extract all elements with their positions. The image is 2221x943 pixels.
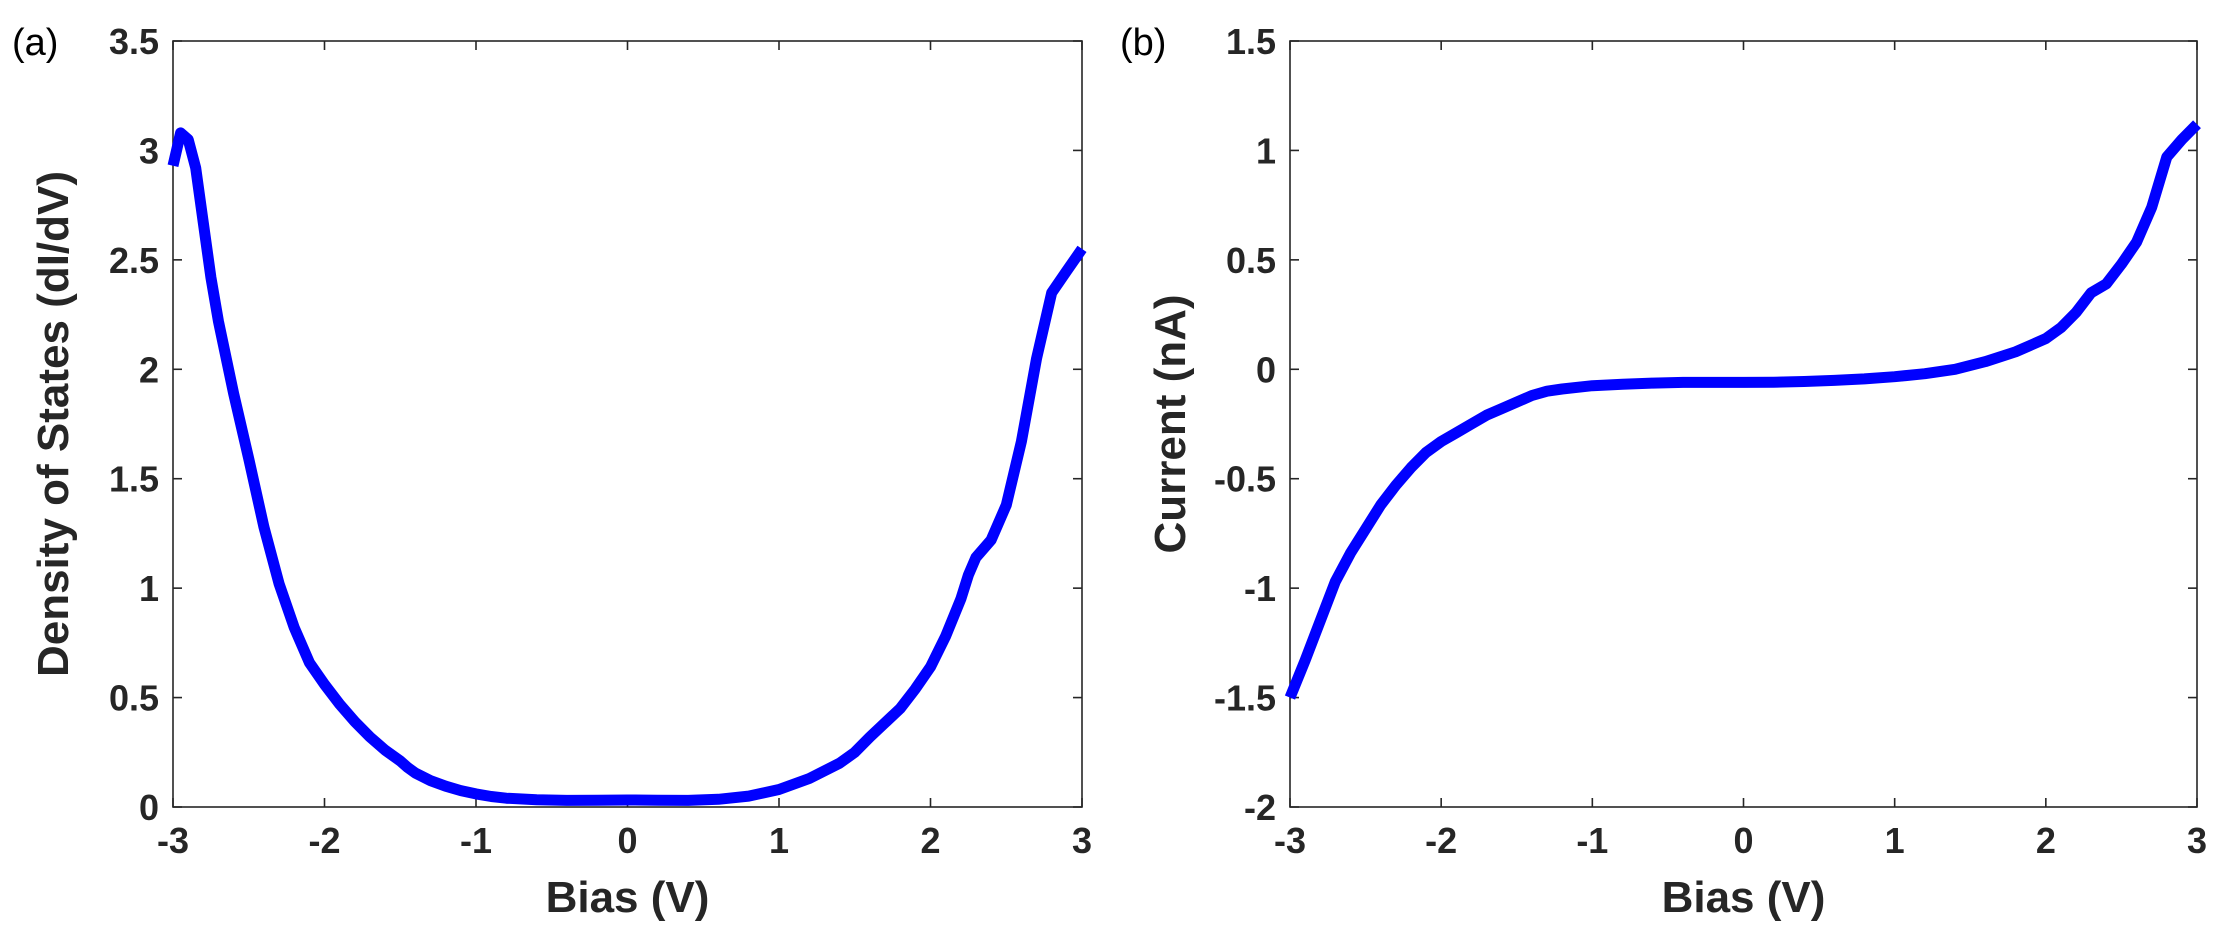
panel-b-y-tick-label: -0.5	[1214, 459, 1276, 500]
panel-b-y-tick-label: -2	[1244, 787, 1276, 828]
panel-b-y-tick-label: 0	[1256, 349, 1276, 390]
panel-a-x-tick-label: -3	[157, 820, 189, 861]
panel-a-y-tick-label: 3	[139, 130, 159, 171]
panel-a-chart: -3 -2 -1 0 1 2 3 0 0.5 1 1.5 2 2.5 3 3.5 Bias (V) Densit…	[12, 21, 1092, 922]
panel-b-x-tick-label: -3	[1274, 820, 1306, 861]
panel-a-x-axis-title: Bias (V)	[546, 873, 710, 922]
panel-a-x-tick-label: -1	[460, 820, 492, 861]
panel-b-y-tick-label: 1	[1256, 130, 1276, 171]
panel-b-y-tick-label: -1	[1244, 568, 1276, 609]
panel-b-x-tick-label: 3	[2187, 820, 2207, 861]
panel-a-y-tick-label: 3.5	[109, 21, 159, 62]
panel-b-y-tick-label: 1.5	[1226, 21, 1276, 62]
panel-b-x-tick-label: -2	[1425, 820, 1457, 861]
panel-a-series-line	[167, 127, 1087, 806]
panel-b-x-axis-title: Bias (V)	[1662, 873, 1826, 922]
panel-a-plot-frame	[172, 40, 1083, 808]
panel-a-y-tick-label: 2	[139, 349, 159, 390]
panel-b-x-tick-label: 1	[1885, 820, 1905, 861]
panel-a-x-tick-label: -2	[308, 820, 340, 861]
panel-a-x-tick-label: 3	[1072, 820, 1092, 861]
panel-b-y-tick-label: 0.5	[1226, 240, 1276, 281]
panel-a-y-tick-label: 0.5	[109, 678, 159, 719]
panel-a-y-tick-label: 1.5	[109, 459, 159, 500]
panel-a-y-tick-label: 0	[139, 787, 159, 828]
panel-b-y-axis-title: Current (nA)	[1146, 294, 1195, 553]
panel-b-series-line	[1284, 120, 2201, 700]
panel-a-x-tick-label: 0	[617, 820, 637, 861]
panel-a-y-axis-title: Density of States (dI/dV)	[29, 171, 78, 677]
panel-b-panel-label: (b)	[1120, 22, 1166, 64]
panel-a-x-tick-label: 1	[769, 820, 789, 861]
panel-a-y-tick-label: 1	[139, 568, 159, 609]
panel-a-panel-label: (a)	[12, 22, 58, 64]
panel-b-x-tick-label: 0	[1733, 820, 1753, 861]
panel-a-y-tick-label: 2.5	[109, 240, 159, 281]
panel-b-plot-frame	[1289, 40, 2198, 808]
panel-a-x-tick-label: 2	[920, 820, 940, 861]
panel-b-x-tick-label: -1	[1576, 820, 1608, 861]
panel-b-y-tick-label: -1.5	[1214, 678, 1276, 719]
panel-b-x-tick-label: 2	[2036, 820, 2056, 861]
